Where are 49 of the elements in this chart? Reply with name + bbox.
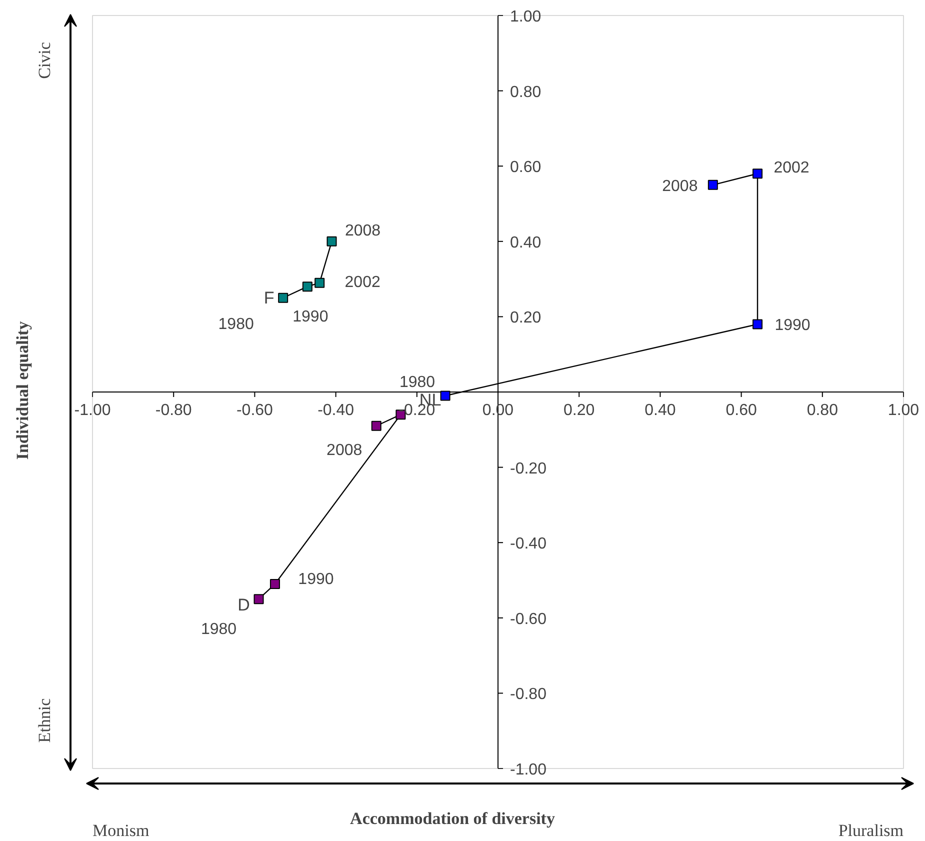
annotation: 2008	[344, 222, 381, 240]
x-tick-label: 1.00	[888, 402, 920, 419]
y-axis-title: Individual equality	[13, 320, 32, 460]
x-axis-title: Accommodation of diversity	[350, 809, 556, 828]
y-tick-label: -0.40	[510, 536, 547, 553]
y-tick-label: 0.60	[510, 159, 542, 176]
annotation: 1980	[399, 374, 436, 391]
x-tick-label: -0.60	[236, 402, 274, 419]
series-label: F	[264, 288, 274, 308]
annotation: 2008	[326, 442, 362, 459]
y-tick-label: 0.20	[510, 310, 542, 327]
annotation: 2008	[662, 178, 698, 195]
text: Ethnic	[35, 698, 54, 743]
text: Civic	[35, 42, 54, 79]
annotation: 1990	[292, 308, 328, 326]
x-tick-label: 0.80	[806, 402, 838, 419]
text: Pluralism	[838, 821, 904, 840]
annotation: 2002	[344, 274, 380, 291]
point	[708, 180, 718, 190]
point	[302, 282, 312, 292]
x-tick-label: 0.20	[564, 402, 595, 419]
y-tick-label: 0.80	[510, 84, 542, 101]
y-tick-label: -1.00	[510, 762, 547, 778]
annotation: 2002	[774, 160, 810, 177]
x-tick-label: -0.40	[318, 402, 354, 419]
annotation: 1990	[298, 571, 334, 588]
point	[326, 236, 337, 246]
y-tick-label: -0.20	[510, 460, 547, 478]
x-tick-label: 0.40	[644, 402, 676, 419]
y-tick-label: -0.80	[510, 686, 547, 704]
x-tick-label: -1.00	[74, 402, 111, 419]
y-tick-label: 1.00	[510, 8, 542, 26]
point	[278, 292, 288, 303]
point	[752, 168, 763, 179]
y-tick-label: -0.60	[510, 610, 547, 628]
annotation: 1980	[200, 621, 237, 638]
y-tick-label: 0.40	[510, 234, 542, 252]
point	[371, 420, 382, 431]
point	[314, 278, 325, 288]
point	[254, 594, 264, 604]
series-label: D	[238, 596, 250, 615]
annotation: 1980	[218, 316, 254, 333]
annotation: 1990	[774, 317, 810, 334]
x-tick-label: 0.60	[726, 402, 757, 419]
x-tick-label: -0.80	[155, 402, 192, 419]
point	[270, 579, 280, 590]
point	[440, 390, 450, 401]
text: Monism	[92, 821, 150, 840]
point	[752, 319, 763, 330]
